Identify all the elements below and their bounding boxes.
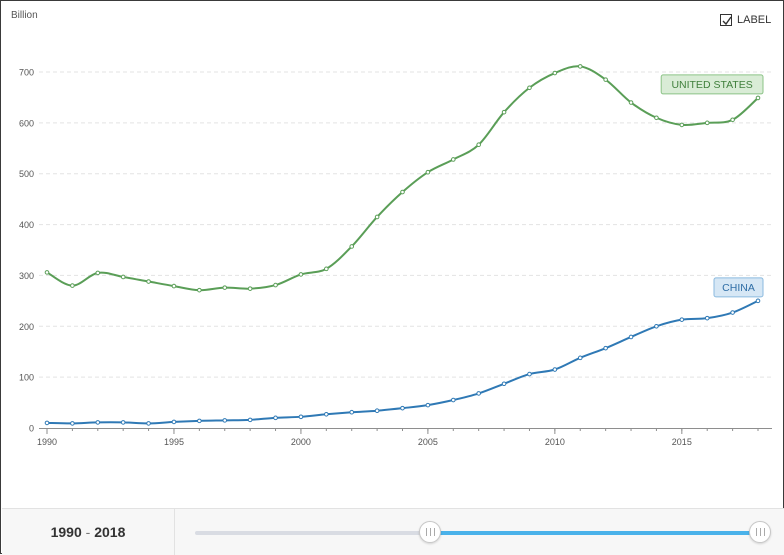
data-point	[527, 85, 532, 91]
data-point	[704, 315, 710, 321]
grip-icon	[755, 528, 765, 536]
data-point	[679, 122, 685, 128]
data-point	[679, 317, 685, 322]
y-tick-label: 400	[19, 220, 34, 230]
data-point	[70, 283, 75, 288]
x-tick-label: 1995	[164, 437, 184, 447]
data-point	[298, 414, 304, 420]
data-point	[95, 270, 101, 276]
data-point	[501, 109, 507, 115]
data-point	[222, 418, 228, 423]
label-checkbox[interactable]	[720, 14, 732, 26]
data-point	[476, 391, 481, 396]
data-point	[273, 415, 278, 421]
data-point	[400, 405, 405, 411]
data-point	[95, 420, 101, 425]
series-end-label-box	[713, 277, 764, 298]
range-start-year: 1990	[50, 524, 82, 540]
x-tick-label: 1990	[37, 437, 57, 447]
data-point	[146, 279, 151, 284]
data-point	[70, 421, 75, 426]
data-point	[755, 95, 761, 101]
y-tick-label: 600	[19, 118, 34, 128]
data-point	[552, 367, 558, 372]
range-end-handle[interactable]	[749, 521, 771, 543]
data-point	[425, 169, 431, 175]
data-point	[349, 244, 355, 249]
data-point	[44, 270, 50, 275]
x-tick-label: 2005	[418, 437, 438, 447]
data-point	[450, 397, 456, 403]
range-separator: -	[85, 524, 91, 540]
data-point	[273, 282, 278, 288]
series-end-label: CHINA	[722, 282, 755, 294]
series-end-label-box	[660, 74, 764, 95]
data-point	[628, 100, 634, 105]
range-start-handle[interactable]	[419, 521, 442, 543]
data-point	[654, 323, 659, 329]
data-point	[324, 411, 329, 417]
range-slider-fill	[430, 531, 760, 535]
data-point	[501, 381, 507, 387]
data-point	[577, 355, 583, 361]
data-point	[603, 345, 608, 351]
data-point	[704, 120, 710, 126]
y-tick-label: 700	[19, 68, 34, 78]
data-point	[324, 266, 329, 272]
data-point	[197, 287, 202, 293]
data-point	[755, 298, 761, 304]
y-tick-label: 0	[29, 424, 34, 434]
data-point	[120, 420, 126, 425]
data-point	[603, 77, 608, 82]
range-end-year: 2018	[94, 524, 126, 540]
range-footer: 1990 - 2018	[2, 508, 784, 555]
data-point	[44, 420, 50, 426]
data-point	[222, 285, 228, 290]
data-point	[120, 274, 126, 280]
data-point	[298, 272, 304, 277]
label-toggle-text: LABEL	[737, 14, 772, 26]
series-end-label: UNITED STATES	[671, 79, 752, 91]
range-slider-track[interactable]	[195, 531, 760, 535]
data-point	[450, 157, 456, 162]
data-point	[730, 310, 735, 315]
x-tick-label: 2010	[545, 437, 565, 447]
label-toggle[interactable]: LABEL	[720, 14, 771, 26]
data-point	[171, 283, 177, 289]
data-point	[197, 418, 202, 424]
data-point	[146, 421, 151, 426]
y-tick-label: 500	[19, 169, 34, 179]
data-point	[400, 189, 405, 195]
series-line	[46, 299, 759, 425]
data-point	[349, 409, 355, 415]
y-axis-unit-label: Billion	[11, 10, 38, 21]
grip-icon	[425, 528, 435, 536]
year-range-display: 1990 - 2018	[2, 509, 174, 555]
data-point	[425, 402, 431, 408]
data-point	[628, 334, 634, 340]
data-point	[552, 70, 558, 76]
data-point	[476, 142, 481, 148]
y-tick-label: 300	[19, 271, 34, 281]
data-point	[171, 419, 177, 425]
y-tick-label: 100	[19, 373, 34, 383]
data-point	[247, 417, 253, 423]
footer-divider	[174, 509, 175, 555]
y-tick-label: 200	[19, 322, 34, 332]
x-tick-label: 2000	[291, 437, 311, 447]
data-point	[374, 214, 380, 220]
data-point	[730, 117, 735, 123]
x-tick-label: 2015	[672, 437, 692, 447]
data-point	[577, 64, 583, 69]
line-chart: 0 100 200 300 400 500 600 700 1990 1995 2000 2005 20…	[19, 64, 772, 447]
series-line	[46, 65, 759, 292]
data-point	[247, 286, 253, 291]
data-point	[654, 115, 659, 121]
data-point	[374, 408, 380, 414]
data-point	[527, 371, 532, 377]
checkmark-icon	[722, 16, 732, 26]
